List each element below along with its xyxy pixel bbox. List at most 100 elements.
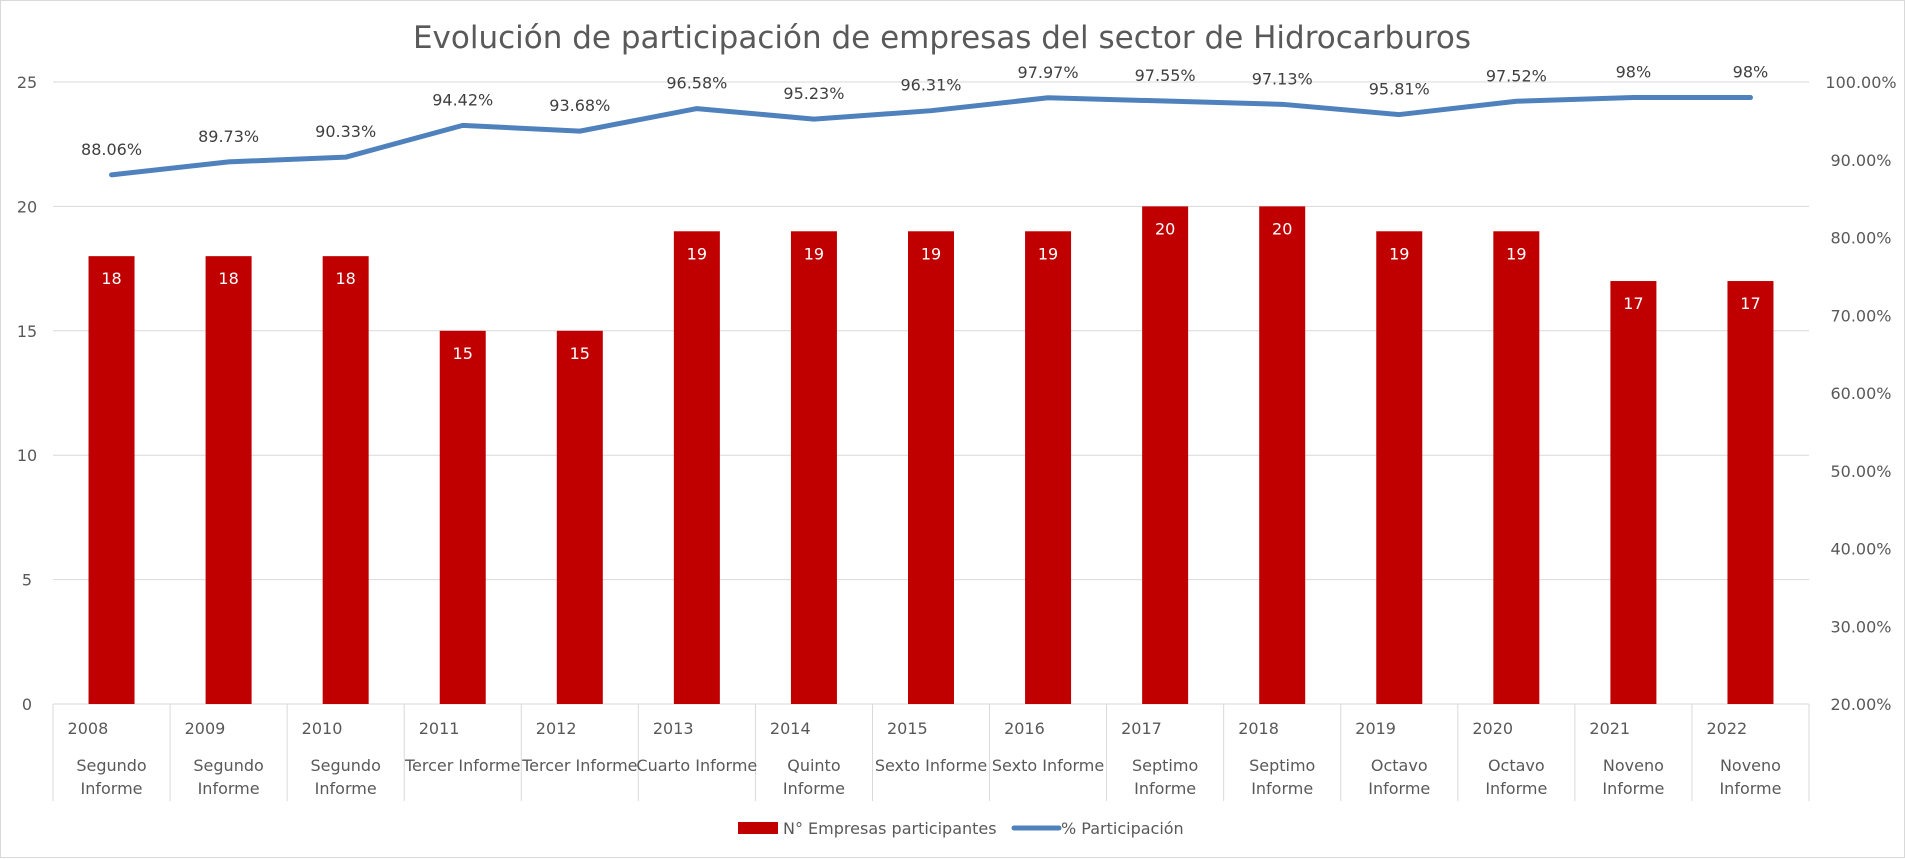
category-report-label: Quinto [787,756,840,775]
category-report-label: Sexto Informe [875,756,987,775]
bar-2022 [1727,281,1773,704]
category-report-label: Septimo [1249,756,1315,775]
category-report-label: Octavo [1371,756,1428,775]
line-data-label: 96.31% [900,76,961,95]
bar-data-label: 19 [804,244,824,263]
category-report-label: Tercer Informe [404,756,520,775]
bar-data-label: 19 [1506,244,1526,263]
category-report-label: Informe [1602,779,1664,798]
category-report-label: Noveno [1720,756,1781,775]
chart-title: Evolución de participación de empresas d… [413,20,1471,56]
right-tick-label: 20.00% [1830,695,1891,714]
bar-2020 [1493,231,1539,704]
left-tick-label: 10 [17,446,37,465]
category-report-label: Sexto Informe [992,756,1104,775]
category-year-label: 2008 [68,719,109,738]
line-data-label: 95.23% [783,84,844,103]
bar-2021 [1610,281,1656,704]
category-report-label: Informe [1251,779,1313,798]
line-data-label: 97.13% [1252,69,1313,88]
bar-2009 [206,256,252,704]
category-report-label: Informe [783,779,845,798]
line-data-label: 97.52% [1486,66,1547,85]
line-data-label: 98% [1733,63,1769,82]
bar-2010 [323,256,369,704]
right-tick-label: 90.00% [1830,151,1891,170]
category-report-label: Octavo [1488,756,1545,775]
bar-data-label: 19 [1038,244,1058,263]
line-data-label: 94.42% [432,90,493,109]
line-series: 88.06%89.73%90.33%94.42%93.68%96.58%95.2… [81,63,1768,175]
bar-data-label: 15 [453,344,473,363]
bar-2017 [1142,206,1188,704]
bar-data-label: 18 [335,269,355,288]
right-tick-label: 70.00% [1830,306,1891,325]
category-report-label: Informe [1719,779,1781,798]
category-year-label: 2019 [1355,719,1396,738]
category-report-label: Informe [1368,779,1430,798]
legend-label-bars: N° Empresas participantes [783,819,997,838]
bar-2013 [674,231,720,704]
category-report-label: Informe [1485,779,1547,798]
bar-data-label: 17 [1740,294,1760,313]
category-year-label: 2013 [653,719,694,738]
right-tick-label: 40.00% [1830,540,1891,559]
line-data-label: 97.97% [1018,63,1079,82]
line-data-label: 88.06% [81,140,142,159]
right-tick-label: 30.00% [1830,617,1891,636]
bar-data-label: 18 [218,269,238,288]
bar-data-label: 19 [1389,244,1409,263]
bar-2012 [557,331,603,704]
bar-2015 [908,231,954,704]
legend-swatch-bar [738,822,778,834]
bar-data-label: 19 [921,244,941,263]
category-year-label: 2016 [1004,719,1045,738]
right-tick-label: 80.00% [1830,229,1891,248]
category-year-label: 2011 [419,719,460,738]
category-report-label: Segundo [310,756,380,775]
bar-data-label: 20 [1155,219,1175,238]
category-year-label: 2018 [1238,719,1279,738]
line-data-label: 90.33% [315,122,376,141]
right-tick-label: 60.00% [1830,384,1891,403]
bar-data-label: 18 [101,269,121,288]
left-tick-label: 0 [22,695,32,714]
right-tick-label: 100.00% [1825,73,1896,92]
left-tick-label: 20 [17,197,37,216]
category-year-label: 2009 [185,719,226,738]
category-report-label: Noveno [1603,756,1664,775]
line-data-label: 96.58% [666,74,727,93]
line-data-label: 95.81% [1369,80,1430,99]
legend: N° Empresas participantes % Participació… [738,819,1184,838]
bar-2016 [1025,231,1071,704]
category-year-label: 2010 [302,719,343,738]
legend-label-line: % Participación [1061,819,1184,838]
category-year-label: 2021 [1589,719,1630,738]
line-data-label: 98% [1616,63,1652,82]
bar-2018 [1259,206,1305,704]
line-data-label: 97.55% [1135,66,1196,85]
category-year-label: 2020 [1472,719,1513,738]
right-y-axis: 20.00% 30.00% 40.00% 50.00% 60.00% 70.00% 80.0… [1825,73,1896,714]
category-axis: 2008 Segundo Informe 2009 Segundo Informe 2010… [53,704,1809,801]
category-report-label: Tercer Informe [521,756,637,775]
category-report-label: Informe [198,779,260,798]
bar-data-label: 17 [1623,294,1643,313]
left-tick-label: 15 [17,322,37,341]
bar-data-label: 19 [687,244,707,263]
bar-2008 [89,256,135,704]
bar-2011 [440,331,486,704]
category-year-label: 2015 [887,719,928,738]
category-report-label: Segundo [193,756,263,775]
right-tick-label: 50.00% [1830,462,1891,481]
category-year-label: 2014 [770,719,811,738]
category-report-label: Cuarto Informe [636,756,757,775]
category-report-label: Informe [81,779,143,798]
category-year-label: 2017 [1121,719,1162,738]
bar-data-label: 20 [1272,219,1292,238]
category-report-label: Segundo [76,756,146,775]
category-report-label: Informe [315,779,377,798]
